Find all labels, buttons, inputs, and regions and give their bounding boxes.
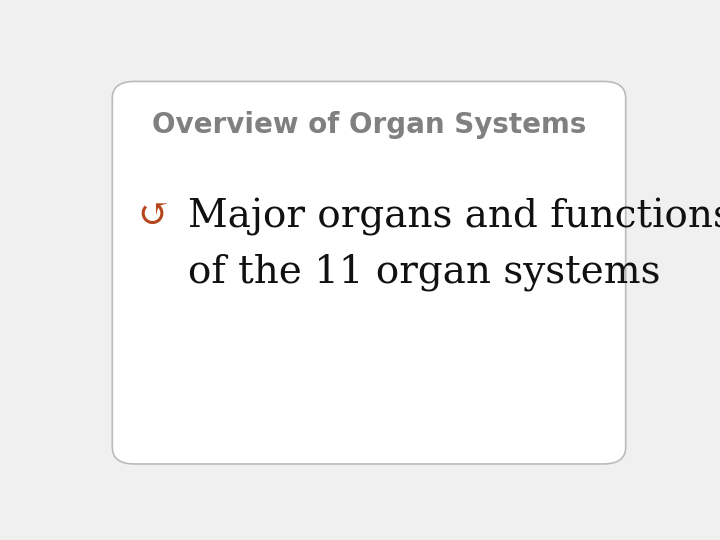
Text: Overview of Organ Systems: Overview of Organ Systems <box>152 111 586 139</box>
Text: of the 11 organ systems: of the 11 organ systems <box>188 254 660 292</box>
Text: Major organs and functions: Major organs and functions <box>188 198 720 235</box>
Text: ↺: ↺ <box>138 198 171 235</box>
FancyBboxPatch shape <box>112 82 626 464</box>
